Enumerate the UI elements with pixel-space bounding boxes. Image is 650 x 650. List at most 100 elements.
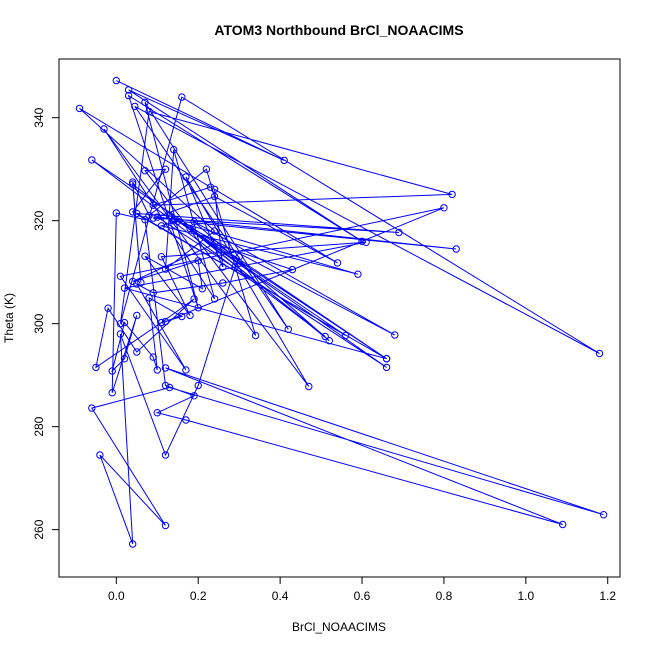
data-point xyxy=(108,389,116,397)
data-point xyxy=(305,382,313,391)
data-point xyxy=(161,165,170,173)
y-tick-label: 280 xyxy=(32,416,46,436)
data-point xyxy=(341,331,350,340)
x-tick-label: 0.8 xyxy=(436,589,453,603)
data-point xyxy=(153,366,162,374)
data-point xyxy=(165,383,174,392)
data-point xyxy=(182,416,190,424)
data-point xyxy=(88,156,96,164)
data-point xyxy=(186,224,194,233)
data-point xyxy=(219,279,227,287)
data-point xyxy=(194,381,202,390)
data-point xyxy=(141,98,149,107)
x-tick-label: 0.2 xyxy=(190,589,207,603)
data-point xyxy=(120,355,129,363)
data-point xyxy=(141,167,149,175)
data-point xyxy=(161,265,170,273)
data-point xyxy=(104,304,112,312)
data-point xyxy=(198,285,207,293)
data-point xyxy=(112,76,121,85)
data-point xyxy=(92,363,100,372)
data-point xyxy=(231,263,239,271)
y-axis-label: Theta (K) xyxy=(2,293,16,343)
y-tick-label: 340 xyxy=(32,107,46,127)
data-point xyxy=(133,348,141,356)
data-point xyxy=(129,180,137,188)
data-point xyxy=(100,125,108,133)
data-point xyxy=(145,107,153,116)
data-point xyxy=(325,337,333,345)
data-point xyxy=(108,367,116,375)
data-point xyxy=(149,214,157,222)
data-point xyxy=(161,317,170,326)
data-point xyxy=(362,238,370,247)
x-tick-label: 1.2 xyxy=(599,589,616,603)
data-point xyxy=(129,540,137,548)
data-point xyxy=(219,263,227,271)
series-layer xyxy=(75,76,608,548)
data-point xyxy=(206,183,215,191)
data-point xyxy=(133,311,141,320)
data-point xyxy=(145,211,153,220)
data-point xyxy=(210,227,219,235)
data-point xyxy=(149,201,157,209)
data-point xyxy=(382,355,391,363)
data-point xyxy=(358,237,366,246)
data-point xyxy=(170,145,178,154)
data-point xyxy=(559,520,567,529)
data-point xyxy=(440,204,448,212)
data-point xyxy=(391,331,399,339)
data-point xyxy=(145,294,153,302)
data-point xyxy=(96,451,104,459)
data-point xyxy=(251,331,260,340)
data-point xyxy=(88,404,96,412)
data-point xyxy=(133,280,141,288)
data-point xyxy=(321,332,329,341)
data-point xyxy=(129,178,137,186)
data-point xyxy=(182,173,190,181)
data-point xyxy=(178,93,186,101)
data-point xyxy=(284,325,292,333)
data-point xyxy=(448,190,456,199)
data-point xyxy=(137,278,145,287)
data-point xyxy=(186,311,194,320)
plot-frame xyxy=(58,58,621,578)
data-point xyxy=(210,185,219,194)
data-point xyxy=(116,330,125,338)
data-point xyxy=(194,257,202,265)
data-point xyxy=(190,218,198,226)
data-point xyxy=(129,277,137,286)
data-point xyxy=(452,245,460,253)
x-axis-label: BrCl_NOAACIMS xyxy=(292,620,386,634)
data-point xyxy=(210,192,219,201)
data-point xyxy=(112,209,121,217)
data-point xyxy=(190,295,198,303)
data-point xyxy=(120,318,129,327)
y-axis: 260 280 300 320 340 xyxy=(32,107,59,540)
data-point xyxy=(141,252,149,260)
data-point xyxy=(599,511,608,519)
data-point xyxy=(202,165,211,173)
data-point xyxy=(133,209,141,218)
data-point xyxy=(161,521,170,530)
x-axis: 0.0 0.2 0.4 0.6 0.8 1.0 1.2 xyxy=(108,577,616,603)
data-point xyxy=(161,364,170,372)
data-point xyxy=(161,381,170,390)
data-point xyxy=(182,366,190,374)
data-point xyxy=(131,102,139,111)
y-tick-label: 260 xyxy=(32,519,46,539)
data-point xyxy=(165,211,174,220)
data-point xyxy=(120,284,129,292)
y-tick-label: 300 xyxy=(32,313,46,333)
data-point xyxy=(174,217,182,225)
data-point xyxy=(194,304,202,312)
data-point xyxy=(210,240,219,248)
data-point xyxy=(116,272,125,280)
data-point xyxy=(124,86,133,94)
series-line xyxy=(79,80,604,545)
data-point xyxy=(190,392,198,400)
x-tick-label: 1.0 xyxy=(517,589,534,603)
data-point xyxy=(149,353,157,361)
data-point xyxy=(595,349,604,358)
